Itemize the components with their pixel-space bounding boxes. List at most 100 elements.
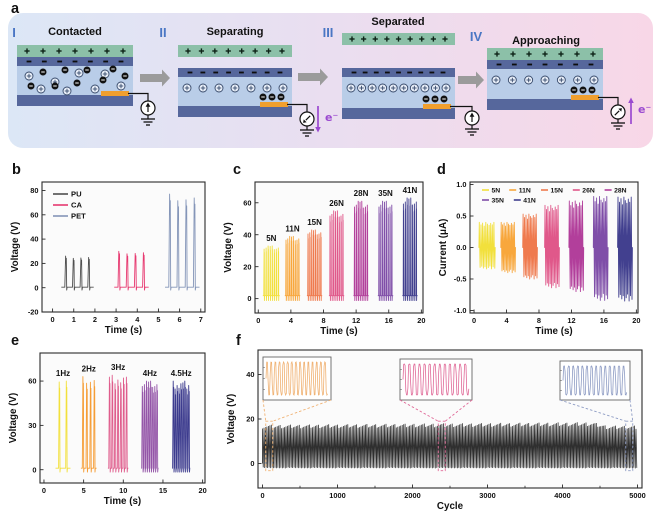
x-tick-label: 0 xyxy=(472,316,476,325)
x-tick-label: 20 xyxy=(417,316,425,325)
series-35N xyxy=(377,200,394,301)
x-tick-label: 6 xyxy=(178,315,182,324)
group-label-26N: 26N xyxy=(329,199,344,208)
panel-f-chart: 0 1000 2000 3000 4000 5000 0 20 40 Cycle Voltage (… xyxy=(226,349,646,512)
arrowhead-icon xyxy=(303,119,307,123)
y-axis-label: Voltage (V) xyxy=(226,394,237,444)
legend-label-PET: PET xyxy=(71,212,86,221)
legend-label-PU: PU xyxy=(71,190,82,199)
y-axis-label: Current (μA) xyxy=(438,219,449,277)
panel-e-letter: e xyxy=(11,333,19,349)
y-tick-label: 60 xyxy=(243,198,251,207)
series-28N xyxy=(353,200,369,301)
y-tick-label: 20 xyxy=(243,262,251,271)
inset-zoom-2 xyxy=(399,358,473,472)
legend-label-15N: 15N xyxy=(551,187,564,194)
series-28N xyxy=(568,200,585,293)
x-axis-label: Time (s) xyxy=(535,326,572,337)
stage-separating: II Separating e⁻ xyxy=(159,25,338,137)
y-tick-label: 40 xyxy=(30,235,38,244)
inset-waveform xyxy=(562,365,628,396)
stage-numeral: IV xyxy=(470,29,483,44)
x-tick-label: 15 xyxy=(159,486,167,495)
series-15N xyxy=(306,229,323,301)
x-tick-label: 7 xyxy=(199,315,203,324)
group-label-35N: 35N xyxy=(378,189,393,198)
panel-f-letter: f xyxy=(236,333,241,349)
x-tick-label: 5000 xyxy=(629,491,645,500)
panel-c-chart: 0 4 8 12 16 20 0 20 40 60 Time (s) Voltage (V) 5N 11N… xyxy=(223,181,425,337)
stage-transition-arrow-icon xyxy=(298,68,328,86)
marker-box xyxy=(437,420,446,472)
legend-label-41N: 41N xyxy=(523,197,536,204)
legend-label-CA: CA xyxy=(71,201,82,210)
y-tick-label: 20 xyxy=(246,415,254,424)
series-26N xyxy=(544,204,560,289)
y-tick-label: 0 xyxy=(32,465,36,474)
y-axis-label: Voltage (V) xyxy=(223,222,234,272)
wire xyxy=(287,103,308,112)
y-tick-label: 40 xyxy=(246,370,254,379)
series-4Hz xyxy=(141,380,159,473)
bottom-substrate-layer xyxy=(487,99,603,110)
connector-line xyxy=(272,399,332,422)
series-41N xyxy=(402,197,418,301)
connector-line xyxy=(399,399,439,422)
needle xyxy=(305,115,311,121)
bottom-electrode xyxy=(423,104,451,109)
series-4.5Hz xyxy=(172,380,191,473)
y-tick-label: -0.5 xyxy=(454,275,467,284)
x-tick-label: 10 xyxy=(119,486,127,495)
series-11N xyxy=(284,235,301,301)
stage-title: Separated xyxy=(371,16,424,28)
series-15N xyxy=(522,213,538,280)
y-tick-label: 0 xyxy=(250,459,254,468)
y-tick-label: 0 xyxy=(34,283,38,292)
x-tick-label: 1000 xyxy=(329,491,345,500)
stage-separated: III Separated xyxy=(323,16,480,136)
bottom-electrode xyxy=(571,95,599,100)
x-tick-label: 12 xyxy=(567,316,575,325)
panel-b-chart: 0 1 2 3 4 5 6 7 -20 0 20 40 60 80 Time (s) Voltage (V) P… xyxy=(10,181,206,336)
durability-band xyxy=(262,422,638,469)
y-tick-label: 60 xyxy=(28,377,36,386)
x-tick-label: 5 xyxy=(156,315,160,324)
x-tick-label: 4 xyxy=(289,316,294,325)
x-tick-label: 4000 xyxy=(554,491,570,500)
x-tick-label: 0 xyxy=(260,491,264,500)
inset-zoom-1 xyxy=(262,356,332,472)
arrowhead-icon xyxy=(469,112,475,117)
down-arrowhead-icon xyxy=(315,127,321,133)
x-axis-label: Time (s) xyxy=(104,496,141,507)
series-35N xyxy=(592,196,609,301)
stage-transition-arrow-icon xyxy=(140,69,170,87)
bottom-substrate-layer xyxy=(17,95,133,106)
stage-numeral: II xyxy=(159,25,166,40)
panel-c-letter: c xyxy=(233,162,241,178)
panel-e-chart: 0 5 10 15 20 0 30 60 Time (s) Voltage (V) 1Hz 2Hz 3H… xyxy=(8,352,207,507)
x-tick-label: 16 xyxy=(385,316,393,325)
arrowhead-icon xyxy=(618,108,622,112)
group-label-3Hz: 3Hz xyxy=(111,363,125,372)
x-axis-label: Cycle xyxy=(437,501,464,512)
panel-d-letter: d xyxy=(437,162,446,178)
x-tick-label: 2 xyxy=(93,315,97,324)
series-5N xyxy=(262,245,280,301)
x-tick-label: 4 xyxy=(135,315,140,324)
series-1Hz xyxy=(55,380,71,473)
y-tick-label: 0.0 xyxy=(456,243,466,252)
spacer-layer xyxy=(342,77,455,108)
y-tick-label: 0 xyxy=(247,294,251,303)
x-tick-label: 1 xyxy=(72,315,76,324)
electron-label: e⁻ xyxy=(325,111,338,124)
x-axis-label: Time (s) xyxy=(105,325,142,336)
stage-transition-arrow-icon xyxy=(458,71,484,89)
legend-label-11N: 11N xyxy=(519,187,531,194)
wire xyxy=(450,105,473,111)
y-axis-label: Voltage (V) xyxy=(8,393,19,443)
tribo-film-layer xyxy=(178,68,292,77)
x-tick-label: 0 xyxy=(256,316,260,325)
x-tick-label: 2000 xyxy=(404,491,420,500)
inset-zoom-3 xyxy=(559,360,634,472)
